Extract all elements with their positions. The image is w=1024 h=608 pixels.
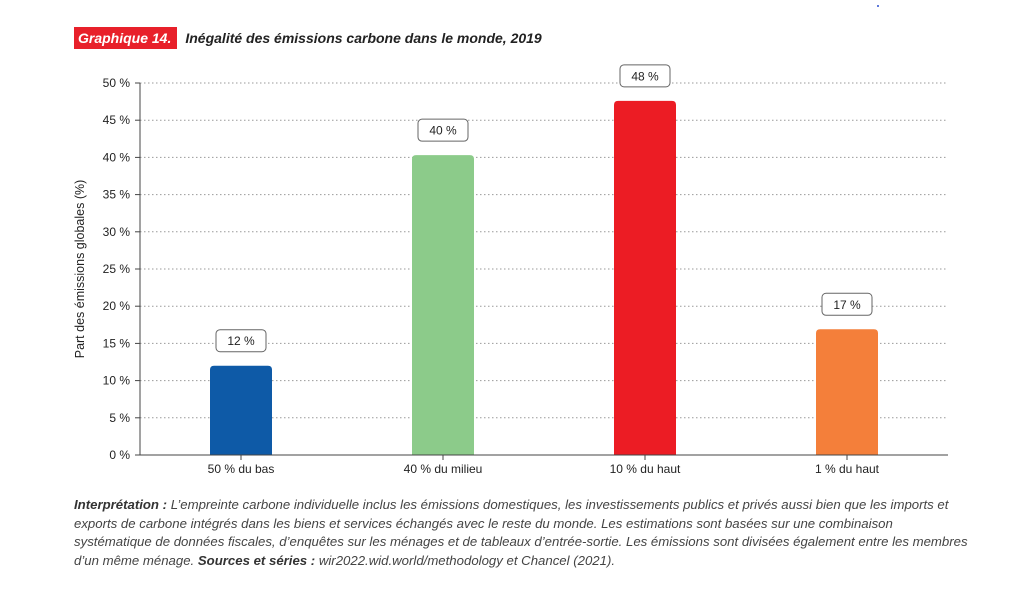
value-label: 40 % xyxy=(429,124,457,138)
y-axis-label: Part des émissions globales (%) xyxy=(73,180,87,359)
interpretation-text: L’empreinte carbone individuelle inclus … xyxy=(74,497,968,568)
x-tick-label: 40 % du milieu xyxy=(404,462,483,476)
interpretation-note: Interprétation : L’empreinte carbone ind… xyxy=(74,496,974,570)
grid-lines xyxy=(140,82,948,419)
bar xyxy=(210,365,272,455)
y-tick-label: 35 % xyxy=(103,188,131,202)
value-label-box xyxy=(619,64,671,88)
value-label: 48 % xyxy=(631,69,659,83)
decorative-dot xyxy=(877,5,879,7)
chart-header: Graphique 14. Inégalité des émissions ca… xyxy=(74,27,542,49)
value-label: 12 % xyxy=(227,334,255,348)
value-label: 17 % xyxy=(833,298,861,312)
interpretation-label: Interprétation : xyxy=(74,497,168,512)
y-tick-label: 5 % xyxy=(109,411,130,425)
figure-number-badge: Graphique 14. xyxy=(74,27,178,49)
sources-text: wir2022.wid.world/methodology et Chancel… xyxy=(315,552,615,568)
y-tick-label: 40 % xyxy=(103,150,131,164)
sources-label: Sources et séries : xyxy=(197,552,316,568)
y-tick-label: 0 % xyxy=(109,448,130,462)
value-label-box xyxy=(821,292,873,316)
x-tick-label: 10 % du haut xyxy=(610,462,681,476)
bar xyxy=(816,329,878,455)
x-tick-label: 1 % du haut xyxy=(815,462,880,476)
y-axis-ticks: 0 % 5 % 10 % 15 % 20 % 25 % 30 % 35 % 40 % 45 % 50… xyxy=(103,76,140,462)
y-tick-label: 25 % xyxy=(103,262,131,276)
value-label-box xyxy=(215,329,267,353)
bars xyxy=(210,100,878,455)
bar xyxy=(412,155,474,455)
bar-chart: 0 % 5 % 10 % 15 % 20 % 25 % 30 % 35 % 40 % 45 % 50… xyxy=(73,64,948,476)
x-tick-label: 50 % du bas xyxy=(208,462,275,476)
value-label-box xyxy=(417,118,469,142)
value-labels: 12 % 40 % 48 % 17 % xyxy=(215,64,873,353)
y-tick-label: 50 % xyxy=(103,76,131,90)
y-tick-label: 10 % xyxy=(103,374,131,388)
chart-title: Inégalité des émissions carbone dans le … xyxy=(185,30,542,46)
y-tick-label: 30 % xyxy=(103,225,131,239)
y-tick-label: 20 % xyxy=(103,299,131,313)
y-tick-label: 45 % xyxy=(103,113,131,127)
bar xyxy=(614,100,676,455)
x-axis-ticks: 50 % du bas 40 % du milieu 10 % du haut 1 %… xyxy=(208,455,880,476)
y-tick-label: 15 % xyxy=(103,336,131,350)
